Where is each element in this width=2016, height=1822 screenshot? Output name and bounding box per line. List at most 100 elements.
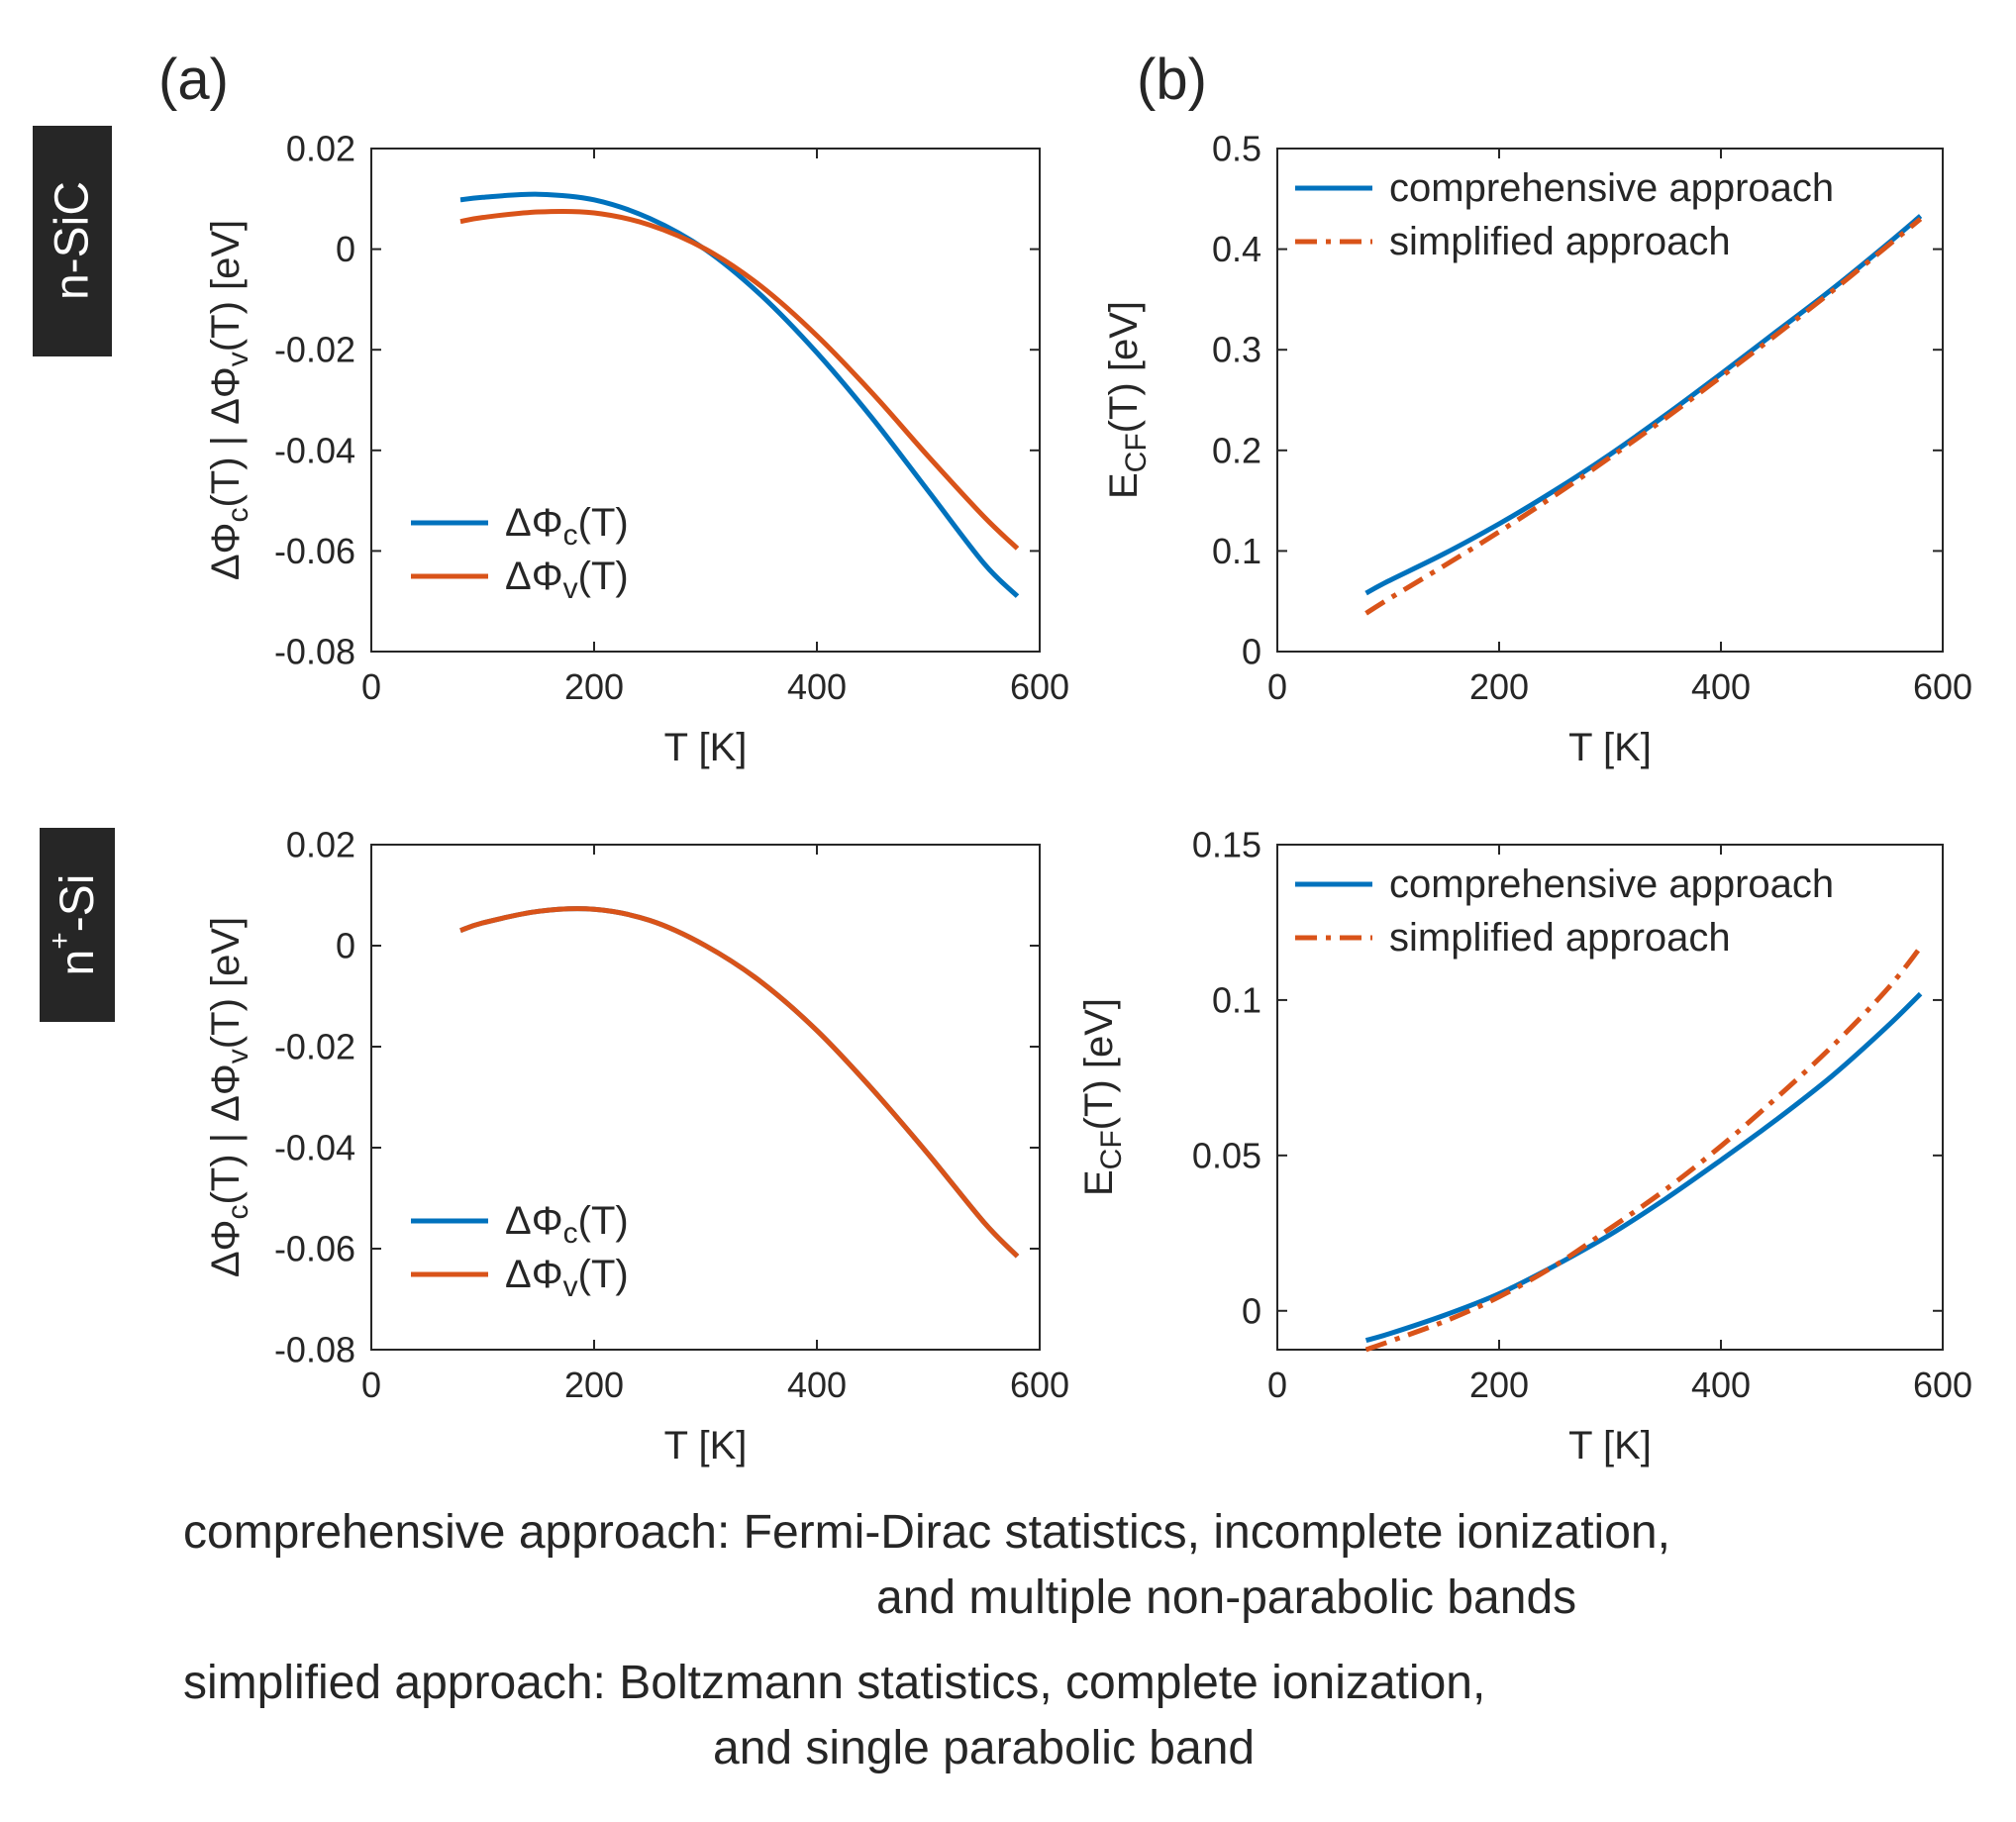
legend-label: ΔΦc(T)	[505, 501, 629, 552]
row-label-n: n	[51, 950, 104, 976]
row-label-background	[33, 126, 112, 356]
x-tick-label: 0	[1267, 666, 1287, 707]
y-axis-label-part: (T) [eV]	[204, 917, 248, 1049]
legend-label: simplified approach	[1389, 220, 1731, 263]
plot-frame	[1276, 148, 1944, 653]
y-tick-label: 0.02	[286, 129, 355, 169]
legend-label-part: (T)	[578, 501, 629, 545]
legend-label-part: ΔΦ	[505, 555, 563, 598]
row-label-n-plus-si-text: n+-Si	[44, 874, 104, 976]
simplified-note-line1: simplified approach: Boltzmann statistic…	[183, 1657, 1486, 1709]
x-tick-label: 200	[1469, 666, 1529, 707]
x-tick-label: 0	[1267, 1365, 1287, 1405]
series-line-1	[1364, 946, 1923, 1353]
y-tick-label: -0.06	[274, 531, 355, 571]
y-axis-label-part: E	[1102, 472, 1146, 499]
legend-label-subscript: c	[563, 1217, 578, 1250]
legend-label: comprehensive approach	[1389, 862, 1834, 906]
legend-label: ΔΦc(T)	[505, 1199, 629, 1250]
y-tick-label: 0.05	[1192, 1135, 1261, 1175]
legend: ΔΦc(T)ΔΦv(T)	[411, 1199, 629, 1303]
panel-label-b: (b)	[1137, 48, 1207, 112]
legend-label-part: ΔΦ	[505, 501, 563, 545]
x-tick-label: 600	[1913, 666, 1972, 707]
y-axis-label-subscript: CF	[1120, 433, 1153, 472]
x-tick-label: 600	[1010, 1365, 1069, 1405]
y-tick-label: 0	[336, 229, 355, 269]
legend-label-subscript: c	[563, 519, 578, 552]
y-tick-label: 0.3	[1212, 330, 1261, 370]
legend: ΔΦc(T)ΔΦv(T)	[411, 501, 629, 605]
x-tick-label: 0	[361, 1365, 381, 1405]
comprehensive-note-line2: and multiple non-parabolic bands	[876, 1571, 1577, 1624]
simplified-note-line2: and single parabolic band	[713, 1722, 1256, 1774]
row-label-plus: +	[44, 932, 76, 950]
y-axis-label-part: (T) | ΔΦ	[204, 366, 248, 507]
plot-frame	[370, 148, 1041, 653]
row-label-n-plus-si: n+-Si	[40, 828, 115, 1022]
series-line-1	[459, 208, 1020, 551]
y-tick-label: 0	[336, 926, 355, 966]
x-tick-label: 200	[1469, 1365, 1529, 1405]
y-axis-label-part: (T) [eV]	[1102, 301, 1146, 433]
legend: comprehensive approach simplified approac…	[1295, 862, 1834, 960]
comprehensive-note-line1: comprehensive approach: Fermi-Dirac stat…	[183, 1506, 1670, 1559]
y-tick-label: 0	[1242, 632, 1261, 672]
y-tick-label: -0.06	[274, 1229, 355, 1269]
y-tick-label: 0.5	[1212, 129, 1261, 169]
y-tick-label: -0.04	[274, 1128, 355, 1168]
y-axis-label-subscript: v	[222, 1049, 254, 1063]
legend-label: simplified approach	[1389, 916, 1731, 960]
y-axis-label: ΔΦc(T) | ΔΦv(T) [eV]	[204, 220, 254, 580]
legend-label: comprehensive approach	[1389, 166, 1834, 210]
y-tick-label: 0.2	[1212, 430, 1261, 470]
x-axis-label: T [K]	[1568, 1424, 1652, 1468]
y-axis-label-part: ΔΦ	[204, 523, 248, 581]
legend-label-part: (T)	[578, 555, 629, 598]
chart-b-bottom: 0 200 400 600 0 0.05 0.1 0.15 T [K] ECF(T) [eV] co…	[1077, 825, 1972, 1468]
y-axis-label-part: ΔΦ	[204, 1220, 248, 1278]
x-tick-label: 400	[1691, 666, 1751, 707]
series-line-1	[459, 906, 1020, 1259]
y-axis-label: ECF(T) [eV]	[1102, 301, 1153, 499]
legend-label-subscript: v	[563, 1270, 578, 1303]
series-line-1	[1364, 217, 1923, 616]
y-tick-label: -0.02	[274, 1027, 355, 1067]
y-axis-label-subscript: CF	[1095, 1130, 1128, 1169]
x-tick-label: 200	[564, 1365, 624, 1405]
legend-label-subscript: v	[563, 572, 578, 605]
legend-label: ΔΦv(T)	[505, 555, 629, 605]
chart-a-bottom: 0 200 400 600 -0.08 -0.06 -0.04 -0.02 0 0.02 T [K]…	[204, 825, 1069, 1468]
approach-notes: comprehensive approach: Fermi-Dirac stat…	[0, 1500, 2016, 1781]
panel-label-a: (a)	[158, 48, 229, 112]
legend-label-part: ΔΦ	[505, 1253, 563, 1296]
y-axis-label-subscript: c	[222, 1205, 254, 1220]
y-tick-label: 0.1	[1212, 979, 1261, 1020]
series-line-0	[1364, 991, 1923, 1344]
x-tick-label: 400	[787, 666, 847, 707]
chart-b-top: 0 200 400 600 0 0.1 0.2 0.3 0.4 0.5 T [K] ECF(T) [e…	[1102, 129, 1972, 770]
x-axis-label: T [K]	[1568, 726, 1652, 769]
row-label-rest: -Si	[51, 874, 104, 933]
y-tick-label: 0	[1242, 1290, 1261, 1331]
y-tick-label: 0.1	[1212, 531, 1261, 571]
legend: comprehensive approach simplified approac…	[1295, 166, 1834, 263]
series-line-0	[459, 191, 1020, 598]
y-tick-label: -0.08	[274, 632, 355, 672]
y-axis-label-subscript: v	[222, 352, 254, 366]
row-label-n-sic: n-SiC	[33, 126, 112, 356]
y-tick-label: -0.02	[274, 330, 355, 370]
chart-a-top: 0 200 400 600 -0.08 -0.06 -0.04 -0.02 0 0.02 T [K]…	[204, 129, 1069, 770]
y-axis-label-part: (T) | ΔΦ	[204, 1063, 248, 1204]
y-axis-label-part: E	[1077, 1169, 1121, 1196]
y-axis-label: ΔΦc(T) | ΔΦv(T) [eV]	[204, 917, 254, 1277]
x-tick-label: 200	[564, 666, 624, 707]
legend-label: ΔΦv(T)	[505, 1253, 629, 1303]
plot-frame	[370, 844, 1041, 1351]
row-label-n-sic-text: n-SiC	[47, 181, 99, 300]
x-tick-label: 600	[1913, 1365, 1972, 1405]
y-axis-label-part: (T) [eV]	[204, 220, 248, 352]
y-tick-label: -0.04	[274, 430, 355, 470]
y-axis-label-part: (T) [eV]	[1077, 998, 1121, 1130]
